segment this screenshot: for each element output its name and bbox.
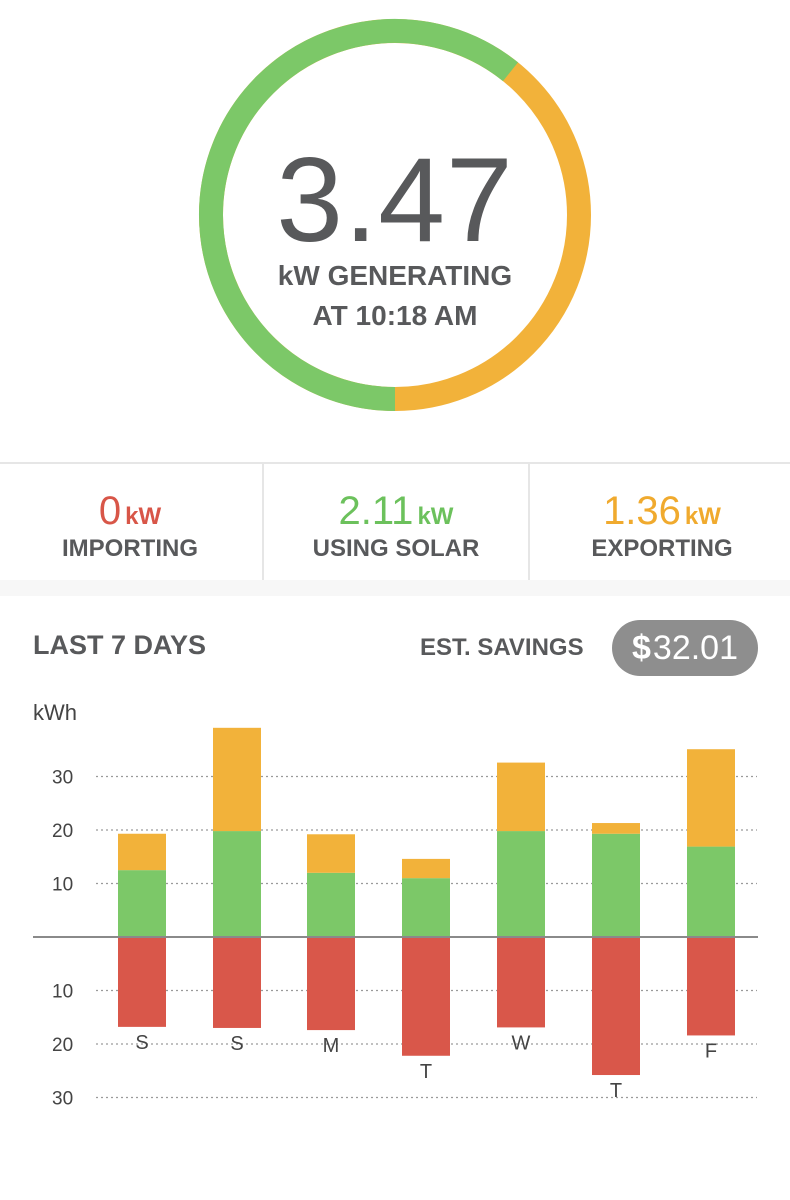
bar-using-solar — [213, 831, 261, 937]
stat-importing-value: 0 kW — [0, 488, 262, 540]
y-axis-label: kWh — [33, 700, 77, 725]
y-tick-label: 30 — [52, 768, 73, 789]
y-tick-label: 20 — [52, 821, 73, 842]
day-label: M — [323, 1035, 340, 1057]
stat-importing-label: IMPORTING — [62, 535, 198, 562]
stat-using-solar-label: USING SOLAR — [312, 535, 480, 562]
stat-value-number: 0 — [98, 489, 122, 533]
currency-symbol: $ — [631, 629, 651, 667]
bar-exporting — [592, 823, 640, 834]
savings-label: EST. SAVINGS — [420, 634, 584, 661]
stat-using-solar[interactable]: 2.11 kW USING SOLAR — [264, 464, 530, 580]
y-tick-label: 20 — [52, 1035, 73, 1056]
bar-exporting — [213, 727, 261, 832]
gauge-using-arc — [199, 19, 519, 411]
bar-importing — [307, 937, 355, 1031]
bar-using-solar — [687, 846, 735, 937]
generation-label: kW GENERATING — [277, 260, 513, 291]
stat-unit: kW — [417, 503, 454, 530]
bar-exporting — [402, 858, 450, 879]
bar-exporting — [687, 749, 735, 847]
bar-exporting — [118, 833, 166, 871]
day-label: S — [135, 1032, 148, 1054]
bar-using-solar — [402, 878, 450, 937]
bar-exporting — [307, 834, 355, 873]
day-label: T — [610, 1080, 622, 1102]
stat-value-number: 1.36 — [603, 489, 681, 533]
y-tick-label: 10 — [52, 875, 73, 896]
day-label: F — [705, 1040, 717, 1062]
stat-exporting[interactable]: 1.36 kW EXPORTING — [530, 464, 790, 580]
day-label: W — [512, 1032, 531, 1054]
y-tick-label: 30 — [52, 1089, 73, 1110]
bar-using-solar — [118, 870, 166, 937]
stat-unit: kW — [125, 503, 162, 530]
stat-unit: kW — [684, 503, 721, 530]
section-divider — [0, 580, 790, 596]
bar-using-solar — [307, 872, 355, 937]
savings-amount: 32.01 — [652, 629, 738, 667]
history-title: LAST 7 DAYS — [33, 630, 207, 660]
power-stats: 0 kW IMPORTING 2.11 kW USING SOLAR 1.36 kW … — [0, 462, 790, 582]
day-label: T — [420, 1061, 432, 1083]
y-tick-label: 10 — [52, 982, 73, 1003]
stat-importing[interactable]: 0 kW IMPORTING — [0, 464, 264, 580]
bar-importing — [118, 937, 166, 1027]
bar-importing — [402, 937, 450, 1056]
stat-using-solar-value: 2.11 kW — [264, 488, 528, 540]
bar-using-solar — [497, 831, 545, 937]
stat-exporting-value: 1.36 kW — [530, 488, 790, 540]
bar-using-solar — [592, 833, 640, 937]
day-label: S — [230, 1033, 243, 1055]
gauge-ring — [199, 19, 591, 411]
stat-exporting-label: EXPORTING — [591, 535, 733, 562]
bar-importing — [687, 937, 735, 1036]
stat-value-number: 2.11 — [338, 489, 414, 533]
seven-day-chart: kWh 10 20 30 10 20 30 S S M T W T F — [33, 700, 758, 1110]
bar-exporting — [497, 762, 545, 832]
bar-importing — [592, 937, 640, 1076]
bar-importing — [213, 937, 261, 1028]
generation-time: AT 10:18 AM — [312, 300, 478, 331]
generation-value: 3.47 — [276, 133, 514, 267]
savings-badge[interactable]: $32.01 — [612, 620, 758, 676]
generation-gauge: 3.47 kW GENERATING AT 10:18 AM — [0, 0, 790, 440]
bar-importing — [497, 937, 545, 1028]
